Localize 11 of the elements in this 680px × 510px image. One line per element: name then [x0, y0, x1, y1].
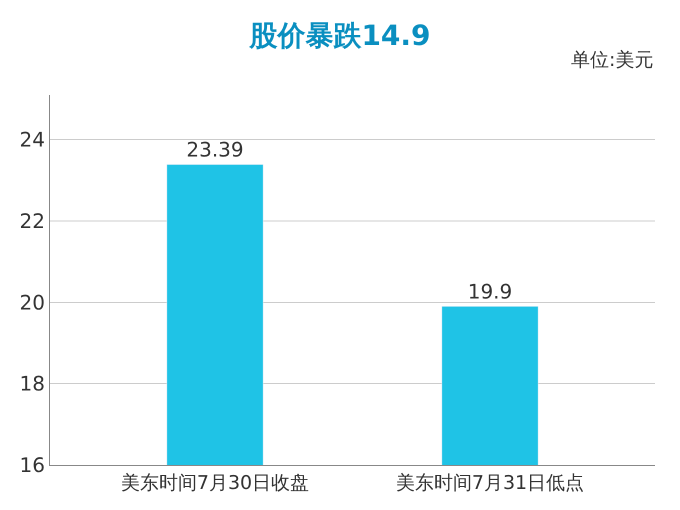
data-label: 19.9 [468, 279, 512, 304]
chart-title: 股价暴跌14.9 [248, 19, 431, 52]
y-tick-label: 22 [20, 209, 45, 234]
text: 单位:美元 [571, 49, 654, 71]
x-tick-label: 美东时间7月31日低点 [396, 472, 584, 494]
x-tick-label: 美东时间7月30日收盘 [120, 472, 310, 494]
y-tick-label: 24 [20, 128, 45, 152]
y-tick-label: 18 [20, 372, 45, 396]
y-tick-label: 20 [20, 290, 45, 314]
y-tick-label: 16 [20, 453, 45, 477]
data-label: 23.39 [186, 138, 244, 162]
